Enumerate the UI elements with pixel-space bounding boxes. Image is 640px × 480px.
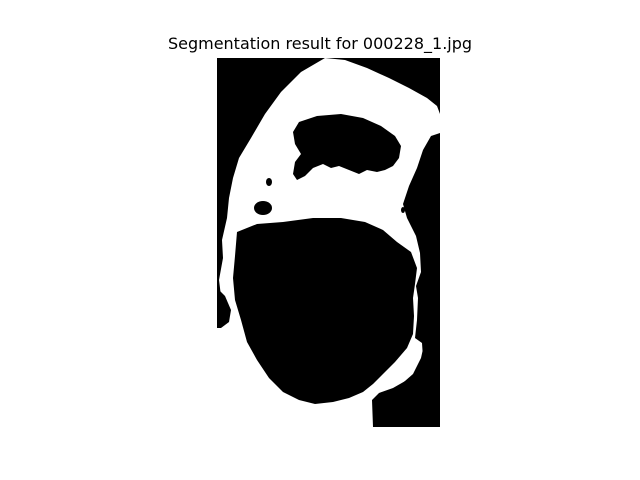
segmentation-mask-svg [217,58,440,427]
mask-spot-small [266,178,272,186]
mask-left-notch [217,288,231,328]
mask-face-shadow-region [233,218,417,404]
mask-eye-region [293,114,401,180]
figure-title: Segmentation result for 000228_1.jpg [167,34,473,53]
mask-spot-dot [401,207,405,213]
mask-spot-left [254,201,272,215]
segmentation-mask-image [217,58,440,427]
mask-bottom-right-region [373,334,440,427]
